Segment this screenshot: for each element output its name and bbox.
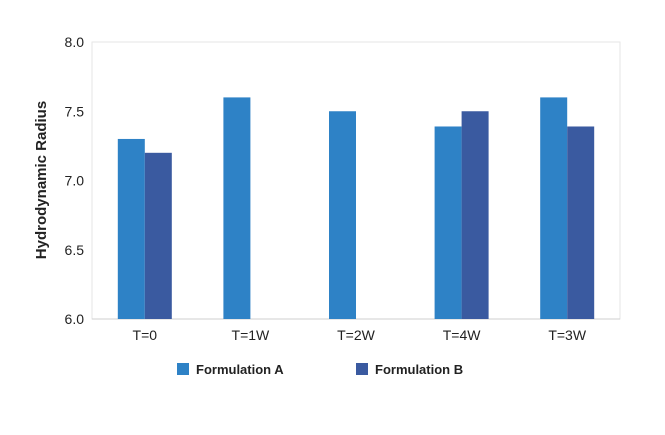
x-tick-label: T=4W bbox=[443, 327, 482, 343]
x-tick-label: T=2W bbox=[337, 327, 376, 343]
bar-formulation-a-t3w bbox=[540, 97, 568, 320]
bar-formulation-a-t0 bbox=[117, 138, 145, 319]
bar-formulation-a-t2w bbox=[329, 111, 356, 319]
y-tick-label: 8.0 bbox=[65, 34, 85, 50]
bar-formulation-b-t4w bbox=[461, 111, 489, 319]
bar-formulation-a-t1w bbox=[223, 97, 251, 320]
y-tick-labels: 6.0 6.5 7.0 7.5 8.0 bbox=[65, 34, 85, 327]
legend-label: Formulation A bbox=[196, 362, 284, 377]
bar-formulation-a-t4w bbox=[434, 126, 462, 319]
legend: Formulation A Formulation B bbox=[177, 362, 463, 377]
legend-swatch bbox=[177, 363, 189, 375]
x-tick-label: T=1W bbox=[232, 327, 271, 343]
bar-formulation-b-t3w bbox=[567, 126, 595, 319]
x-tick-labels: T=0 T=1W T=2W T=4W T=3W bbox=[133, 327, 587, 343]
x-tick-label: T=0 bbox=[133, 327, 158, 343]
bars bbox=[117, 97, 595, 320]
y-tick-label: 6.5 bbox=[65, 242, 85, 258]
y-tick-label: 7.5 bbox=[65, 103, 85, 119]
legend-label: Formulation B bbox=[375, 362, 463, 377]
legend-swatch bbox=[356, 363, 368, 375]
x-tick-label: T=3W bbox=[548, 327, 587, 343]
y-tick-label: 7.0 bbox=[65, 173, 85, 189]
bar-formulation-b-t0 bbox=[144, 152, 172, 319]
y-tick-label: 6.0 bbox=[65, 311, 85, 327]
y-axis-label: Hydrodynamic Radius bbox=[33, 101, 50, 259]
